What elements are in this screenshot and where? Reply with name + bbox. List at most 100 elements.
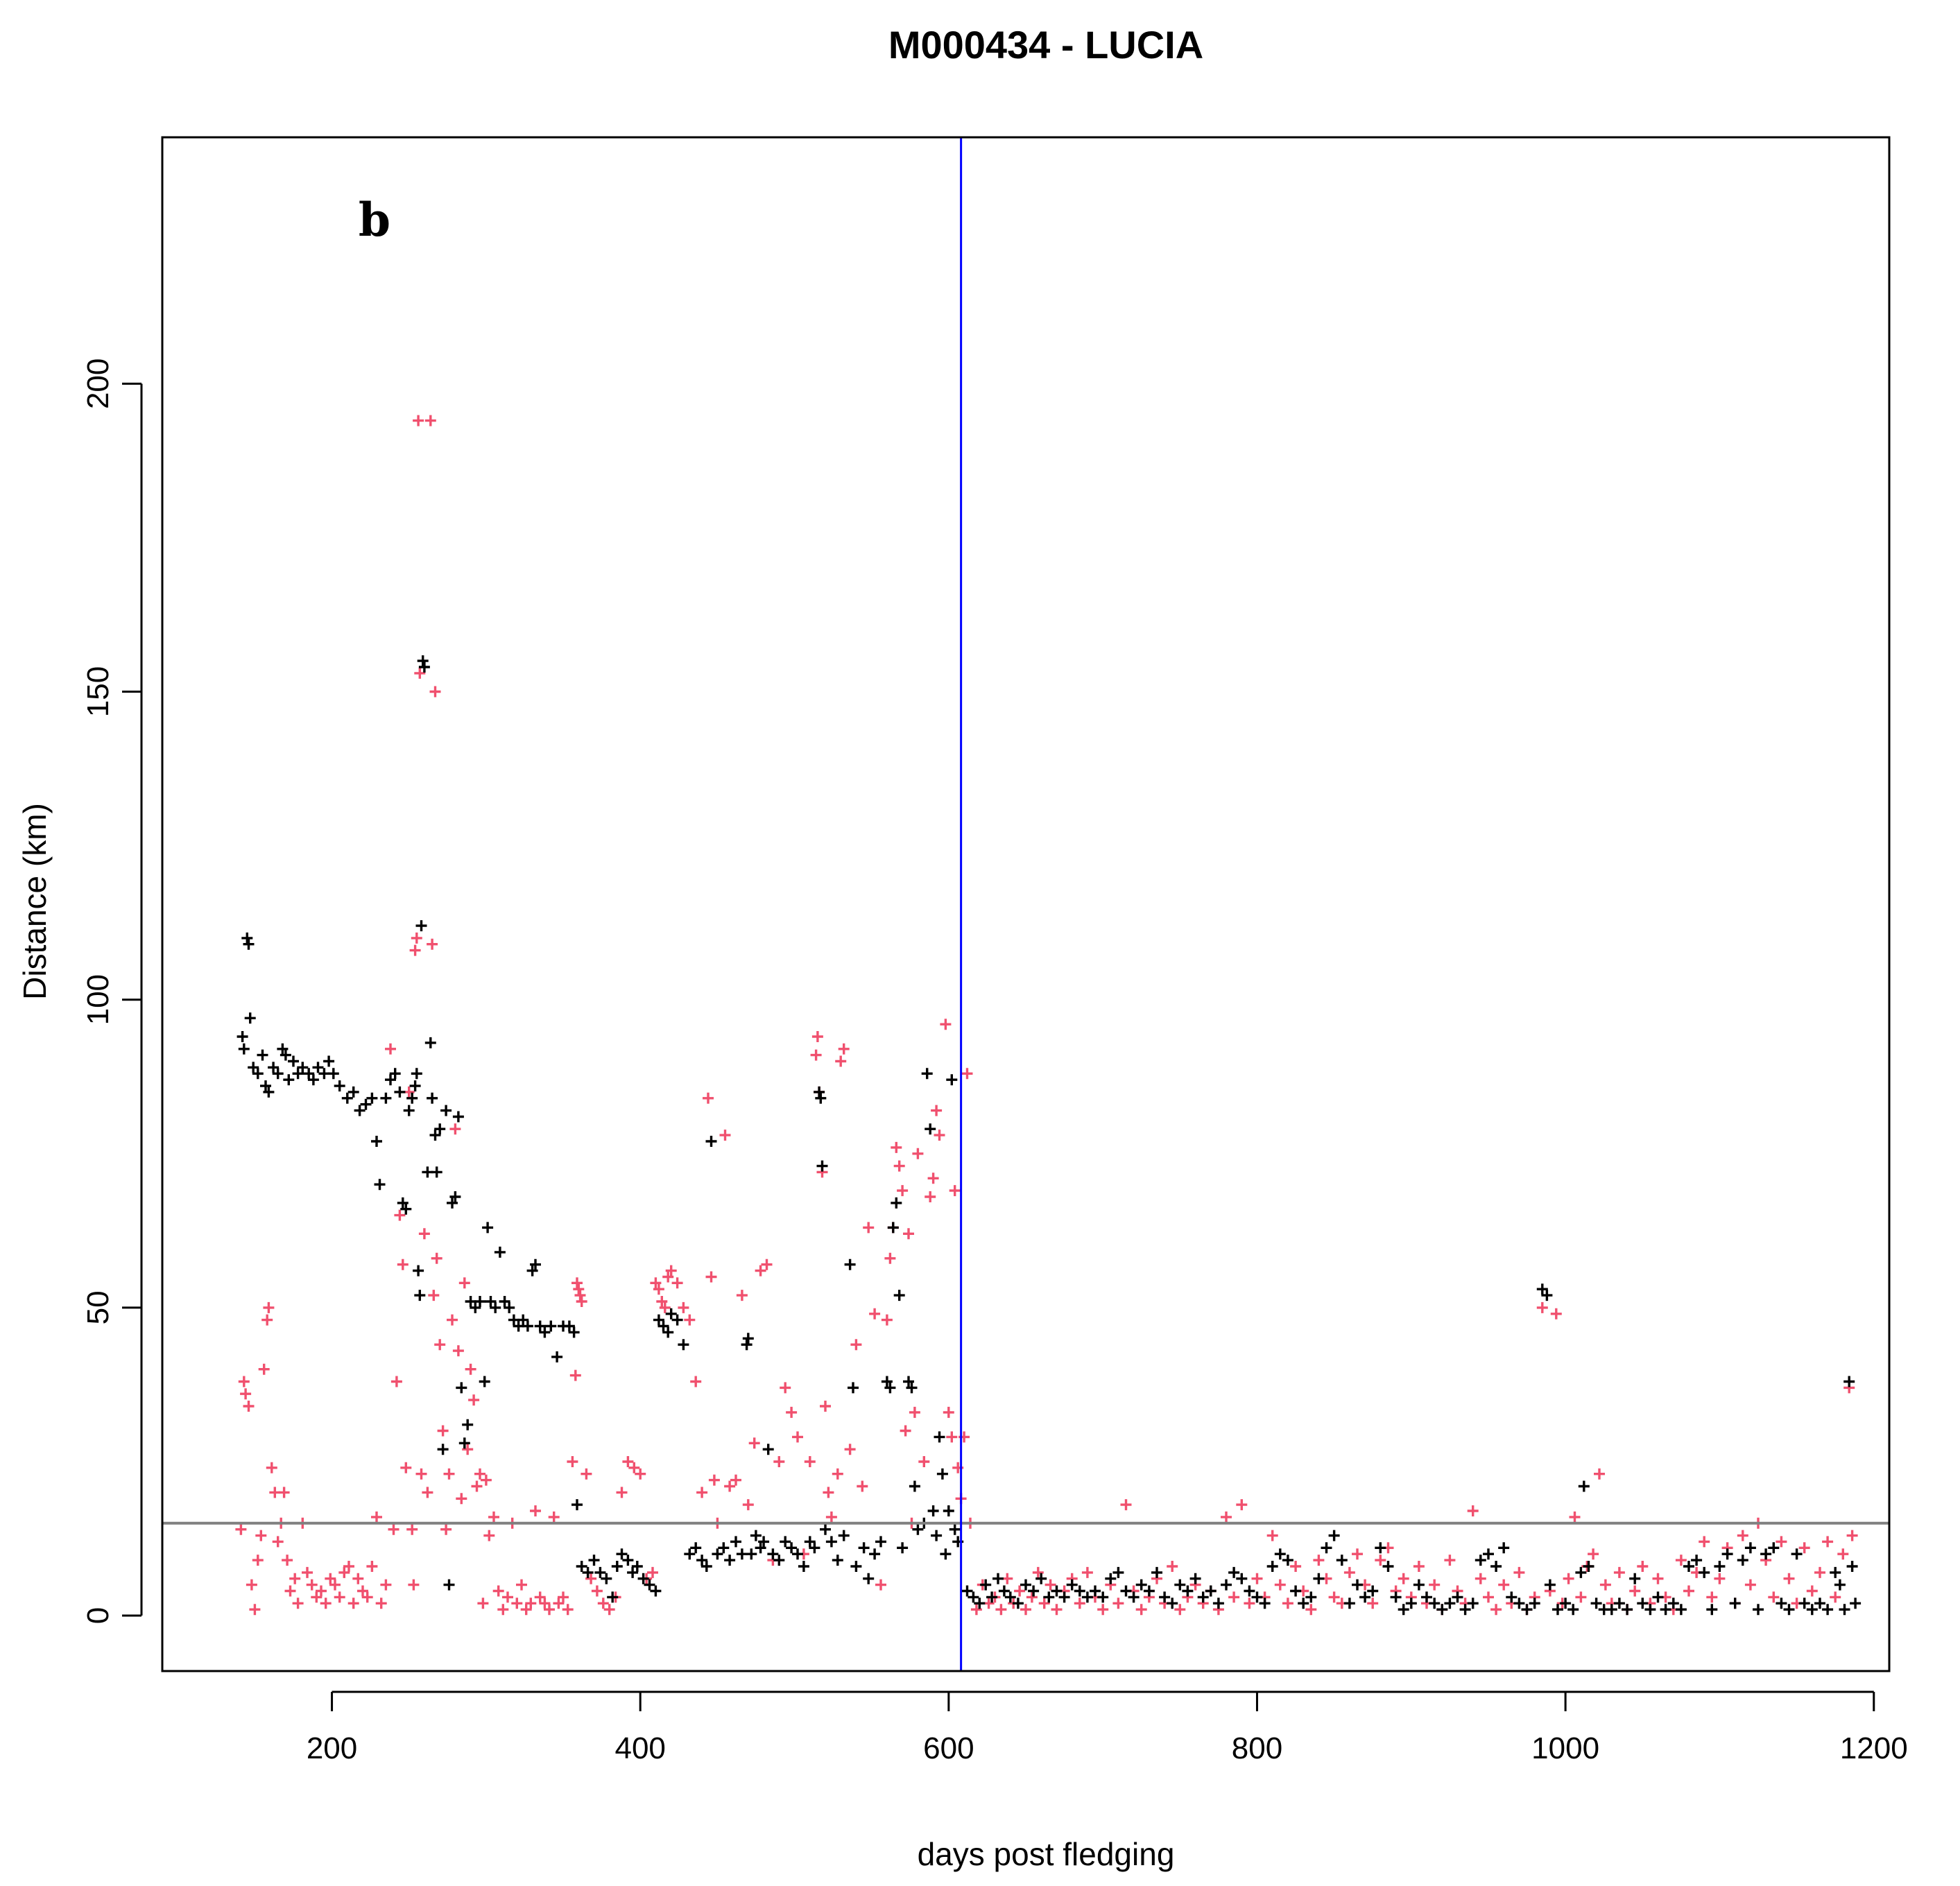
- point-pink: [569, 1369, 581, 1381]
- point-black: [690, 1542, 702, 1554]
- point-pink: [1588, 1548, 1599, 1560]
- point-black: [815, 1092, 827, 1104]
- point-pink: [647, 1566, 658, 1578]
- point-black: [1768, 1542, 1780, 1554]
- point-pink: [1706, 1591, 1718, 1603]
- point-black: [482, 1222, 494, 1234]
- point-black: [406, 1092, 418, 1104]
- point-pink: [653, 1283, 664, 1295]
- point-pink: [1513, 1566, 1525, 1578]
- point-pink: [571, 1277, 583, 1289]
- point-black: [887, 1222, 899, 1234]
- x-tick-label: 400: [614, 1731, 665, 1765]
- point-pink: [492, 1585, 504, 1597]
- point-black: [413, 1265, 424, 1277]
- point-pink: [730, 1474, 741, 1486]
- point-pink: [761, 1258, 773, 1270]
- point-black: [814, 1086, 825, 1098]
- point-pink: [1806, 1585, 1818, 1597]
- point-pink: [429, 686, 441, 698]
- point-pink: [835, 1055, 847, 1067]
- point-pink: [1783, 1573, 1795, 1584]
- point-black: [522, 1320, 533, 1332]
- point-black: [389, 1068, 401, 1080]
- point-pink: [884, 1252, 896, 1264]
- point-pink: [266, 1462, 277, 1473]
- point-black: [773, 1555, 785, 1566]
- point-pink: [823, 1487, 834, 1498]
- point-black: [974, 1598, 986, 1609]
- point-black: [927, 1505, 939, 1516]
- point-pink: [875, 1579, 886, 1591]
- point-black: [949, 1523, 961, 1535]
- point-black: [998, 1585, 1010, 1597]
- point-black: [1529, 1598, 1540, 1609]
- point-pink: [1569, 1511, 1581, 1523]
- point-pink: [946, 1431, 958, 1443]
- point-pink: [1020, 1604, 1031, 1616]
- point-black: [850, 1561, 862, 1572]
- point-black: [1843, 1376, 1855, 1387]
- point-black: [1182, 1585, 1194, 1597]
- point-black: [678, 1339, 689, 1351]
- point-black: [1521, 1604, 1533, 1616]
- point-pink: [792, 1431, 803, 1443]
- point-black: [380, 1092, 392, 1104]
- point-pink: [316, 1585, 327, 1597]
- point-pink: [449, 1123, 461, 1135]
- point-black: [341, 1092, 353, 1104]
- point-black: [1352, 1579, 1363, 1591]
- point-black: [700, 1561, 712, 1572]
- point-black: [288, 1055, 299, 1067]
- point-pink: [804, 1456, 816, 1467]
- point-black: [517, 1314, 529, 1326]
- point-black: [1753, 1604, 1764, 1616]
- point-pink: [1313, 1555, 1325, 1566]
- point-pink: [1051, 1604, 1063, 1616]
- y-tick-label: 0: [81, 1607, 115, 1624]
- point-pink: [534, 1591, 546, 1603]
- point-black: [1714, 1561, 1726, 1572]
- point-pink: [1120, 1499, 1132, 1511]
- point-pink: [544, 1604, 555, 1616]
- point-pink: [1483, 1591, 1494, 1603]
- point-pink: [1683, 1585, 1694, 1597]
- point-black: [588, 1555, 600, 1566]
- point-pink: [616, 1487, 628, 1498]
- point-pink: [235, 1523, 247, 1535]
- point-black: [568, 1326, 580, 1338]
- point-black: [662, 1326, 674, 1338]
- x-axis-label: days post fledging: [918, 1836, 1175, 1872]
- point-pink: [949, 1185, 961, 1197]
- point-black: [582, 1566, 594, 1578]
- point-black: [1097, 1591, 1109, 1603]
- point-black: [1090, 1585, 1101, 1597]
- point-pink: [282, 1555, 293, 1566]
- point-pink: [943, 1406, 954, 1418]
- point-black: [767, 1548, 779, 1560]
- point-black: [616, 1548, 628, 1560]
- point-black: [736, 1548, 748, 1560]
- point-black: [1760, 1548, 1772, 1560]
- point-pink: [488, 1511, 499, 1523]
- point-pink: [361, 1591, 373, 1603]
- point-black: [494, 1246, 506, 1258]
- point-black: [1282, 1555, 1293, 1566]
- point-black: [1197, 1591, 1209, 1603]
- point-black: [458, 1437, 470, 1449]
- point-pink: [1367, 1598, 1379, 1609]
- point-pink: [696, 1487, 708, 1498]
- point-black: [452, 1111, 464, 1123]
- point-black: [671, 1314, 683, 1326]
- point-pink: [413, 415, 424, 426]
- point-black: [762, 1444, 774, 1455]
- point-pink: [1135, 1604, 1147, 1616]
- point-black: [1413, 1579, 1425, 1591]
- point-pink: [548, 1511, 560, 1523]
- point-black: [400, 1203, 412, 1215]
- point-black: [1298, 1598, 1309, 1609]
- point-pink: [1429, 1579, 1441, 1591]
- point-black: [1382, 1561, 1394, 1572]
- point-black: [1652, 1591, 1664, 1603]
